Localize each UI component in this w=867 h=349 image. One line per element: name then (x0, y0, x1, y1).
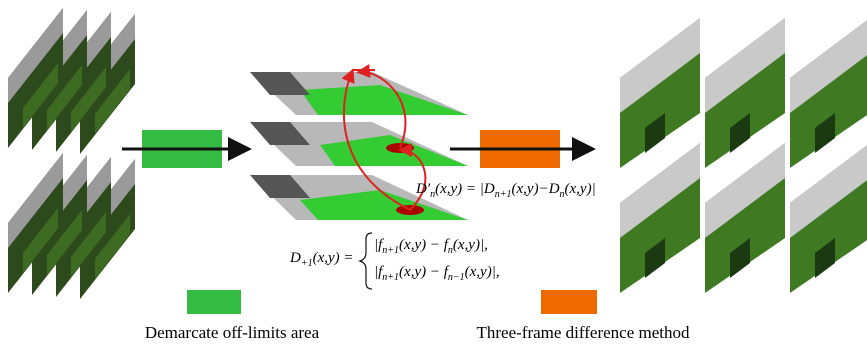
brace (360, 233, 372, 289)
legend-label: Three-frame difference method (476, 323, 690, 342)
legend-label: Demarcate off-limits area (145, 323, 320, 342)
legend-swatch (187, 290, 241, 314)
formula-case-1: |fn+1(x,y) − fn(x,y)|, (374, 237, 488, 256)
legend-swatch (541, 290, 597, 314)
diagram: D′n(x,y) = |Dn+1(x,y)−Dn(x,y)| D+1(x,y) … (0, 0, 867, 349)
input-frames (8, 8, 135, 299)
formula-difference: D′n(x,y) = |Dn+1(x,y)−Dn(x,y)| (415, 181, 596, 200)
formula-case-2: |fn+1(x,y) − fn−1(x,y)|, (374, 264, 500, 283)
output-frames (620, 18, 867, 293)
middle-frames (250, 70, 468, 220)
formula-frames-lhs: D+1(x,y) = (289, 250, 354, 269)
